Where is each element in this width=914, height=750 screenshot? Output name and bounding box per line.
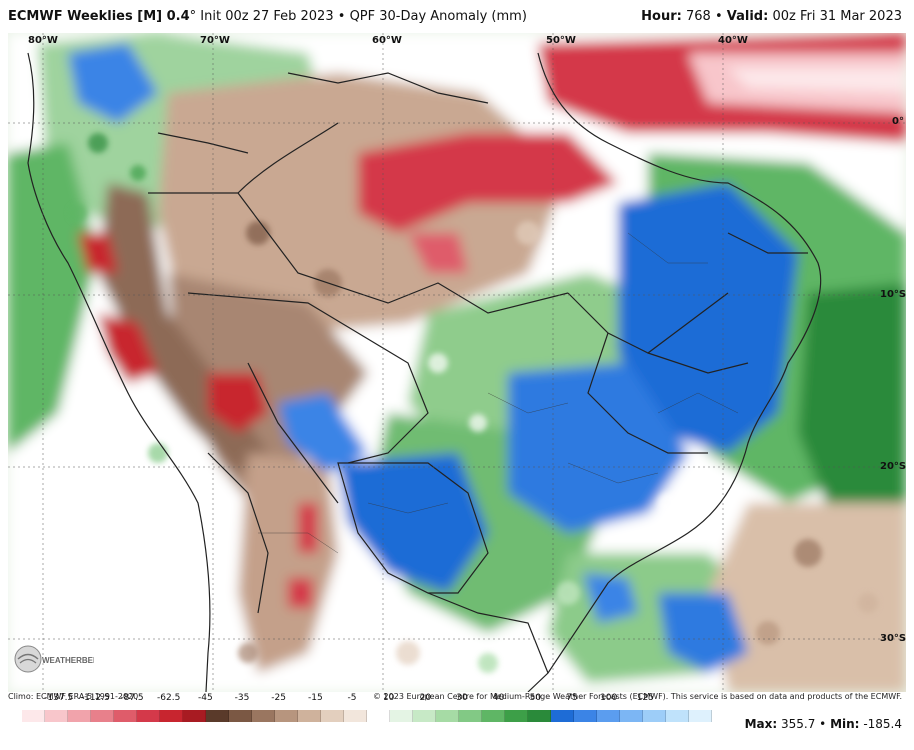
anomaly-texture bbox=[69, 133, 878, 673]
max-min-readout: Max: 355.7 • Min: -185.4 bbox=[745, 717, 902, 731]
precip-anomaly-map: 80°W 70°W 60°W 50°W 40°W 0° 10°S 20°S 30… bbox=[8, 33, 906, 692]
colorbar-swatch bbox=[620, 710, 643, 722]
colorbar-swatch bbox=[551, 710, 574, 722]
colorbar-tick-label: 20 bbox=[419, 693, 432, 703]
max-value: 355.7 bbox=[780, 717, 816, 731]
colorbar-swatch bbox=[482, 710, 505, 722]
colorbar-swatch bbox=[137, 710, 160, 722]
hour-value: 768 bbox=[685, 9, 711, 24]
colorbar-swatch bbox=[275, 710, 298, 722]
colorbar-swatch bbox=[413, 710, 436, 722]
max-label: Max: bbox=[744, 717, 778, 731]
copyright-note: © 2023 European Centre for Medium-Range … bbox=[373, 692, 902, 701]
colorbar-swatch bbox=[574, 710, 597, 722]
maxmin-separator: • bbox=[819, 717, 827, 731]
coastline-and-borders bbox=[27, 52, 822, 692]
colorbar-swatch bbox=[367, 710, 390, 722]
lon-label-40w: 40°W bbox=[718, 35, 748, 46]
colorbar-swatch bbox=[505, 710, 528, 722]
anomaly-field bbox=[8, 33, 906, 692]
valid-value: 00z Fri 31 Mar 2023 bbox=[772, 9, 902, 24]
colorbar-swatch bbox=[183, 710, 206, 722]
hour-label: Hour: bbox=[641, 9, 682, 24]
lon-label-80w: 80°W bbox=[28, 35, 58, 46]
weatherbell-logo: WEATHERBELL bbox=[14, 642, 103, 676]
colorbar-swatch bbox=[344, 710, 367, 722]
colorbar-tick-label: -25 bbox=[271, 693, 287, 703]
colorbar-swatch bbox=[390, 710, 413, 722]
colorbar-tick-label: -35 bbox=[234, 693, 250, 703]
state-borders bbox=[258, 232, 739, 554]
colorbar-tick-label: 100 bbox=[600, 693, 618, 703]
colorbar-swatch bbox=[436, 710, 459, 722]
colorbar-swatch bbox=[689, 710, 712, 722]
colorbar-swatch bbox=[45, 710, 68, 722]
colorbar-swatch bbox=[643, 710, 666, 722]
colorbar bbox=[22, 710, 712, 722]
colorbar-tick-label: -62.5 bbox=[157, 693, 181, 703]
lat-label-20s: 20°S bbox=[880, 461, 906, 472]
colorbar-swatch bbox=[252, 710, 275, 722]
lon-label-70w: 70°W bbox=[200, 35, 230, 46]
title-separator: • bbox=[337, 9, 346, 24]
colorbar-tick-label: -45 bbox=[197, 693, 213, 703]
colorbar-labels: -137.5 -112.5 -87.5 -62.5 -45 -35 -25 -15 -5 10 20… bbox=[22, 693, 672, 705]
map-title: ECMWF Weeklies [M] 0.4° Init 00z 27 Feb … bbox=[8, 9, 527, 24]
colorbar-tick-label: -5 bbox=[347, 693, 357, 703]
colorbar-swatch bbox=[160, 710, 183, 722]
colorbar-swatch bbox=[528, 710, 551, 722]
product-name: QPF 30-Day Anomaly (mm) bbox=[349, 9, 527, 24]
min-label: Min: bbox=[830, 717, 860, 731]
logo-text: WEATHERBELL bbox=[42, 656, 94, 665]
colorbar-swatch bbox=[229, 710, 252, 722]
forecast-time: Hour: 768 • Valid: 00z Fri 31 Mar 2023 bbox=[641, 9, 902, 24]
lat-label-0: 0° bbox=[892, 116, 904, 127]
colorbar-swatch bbox=[91, 710, 114, 722]
colorbar-swatch bbox=[68, 710, 91, 722]
valid-separator: • bbox=[714, 9, 723, 24]
colorbar-swatch bbox=[666, 710, 689, 722]
lon-label-50w: 50°W bbox=[546, 35, 576, 46]
colorbar-swatch bbox=[597, 710, 620, 722]
colorbar-swatch bbox=[114, 710, 137, 722]
colorbar-tick-label: -112.5 bbox=[80, 693, 110, 703]
model-name: ECMWF Weeklies [M] 0.4 bbox=[8, 9, 190, 24]
colorbar-tick-label: 50 bbox=[529, 693, 542, 703]
colorbar-tick-label: -87.5 bbox=[120, 693, 144, 703]
colorbar-swatch bbox=[298, 710, 321, 722]
colorbar-tick-label: 10 bbox=[382, 693, 395, 703]
footer: Climo: ECMWF ERA-5 1991-2020 © 2023 Euro… bbox=[0, 692, 914, 750]
colorbar-tick-label: -15 bbox=[307, 693, 323, 703]
colorbar-tick-label: 40 bbox=[492, 693, 505, 703]
header-bar: ECMWF Weeklies [M] 0.4° Init 00z 27 Feb … bbox=[0, 0, 914, 32]
colorbar-tick-label: 30 bbox=[456, 693, 468, 703]
lat-label-10s: 10°S bbox=[880, 289, 906, 300]
colorbar-tick-label: 125 bbox=[636, 693, 654, 703]
init-time: Init 00z 27 Feb 2023 bbox=[200, 9, 334, 24]
valid-label: Valid: bbox=[726, 9, 769, 24]
colorbar-swatch bbox=[206, 710, 229, 722]
climo-note: Climo: ECMWF ERA-5 1991-2020 bbox=[8, 692, 139, 701]
map-canvas bbox=[8, 33, 906, 692]
degree-symbol: ° bbox=[189, 9, 197, 24]
colorbar-swatch bbox=[459, 710, 482, 722]
colorbar-swatch bbox=[22, 710, 45, 722]
lon-label-60w: 60°W bbox=[372, 35, 402, 46]
colorbar-tick-label: 75 bbox=[566, 693, 578, 703]
min-value: -185.4 bbox=[863, 717, 902, 731]
colorbar-swatch bbox=[321, 710, 344, 722]
colorbar-tick-label: -137.5 bbox=[44, 693, 74, 703]
lat-label-30s: 30°S bbox=[880, 633, 906, 644]
